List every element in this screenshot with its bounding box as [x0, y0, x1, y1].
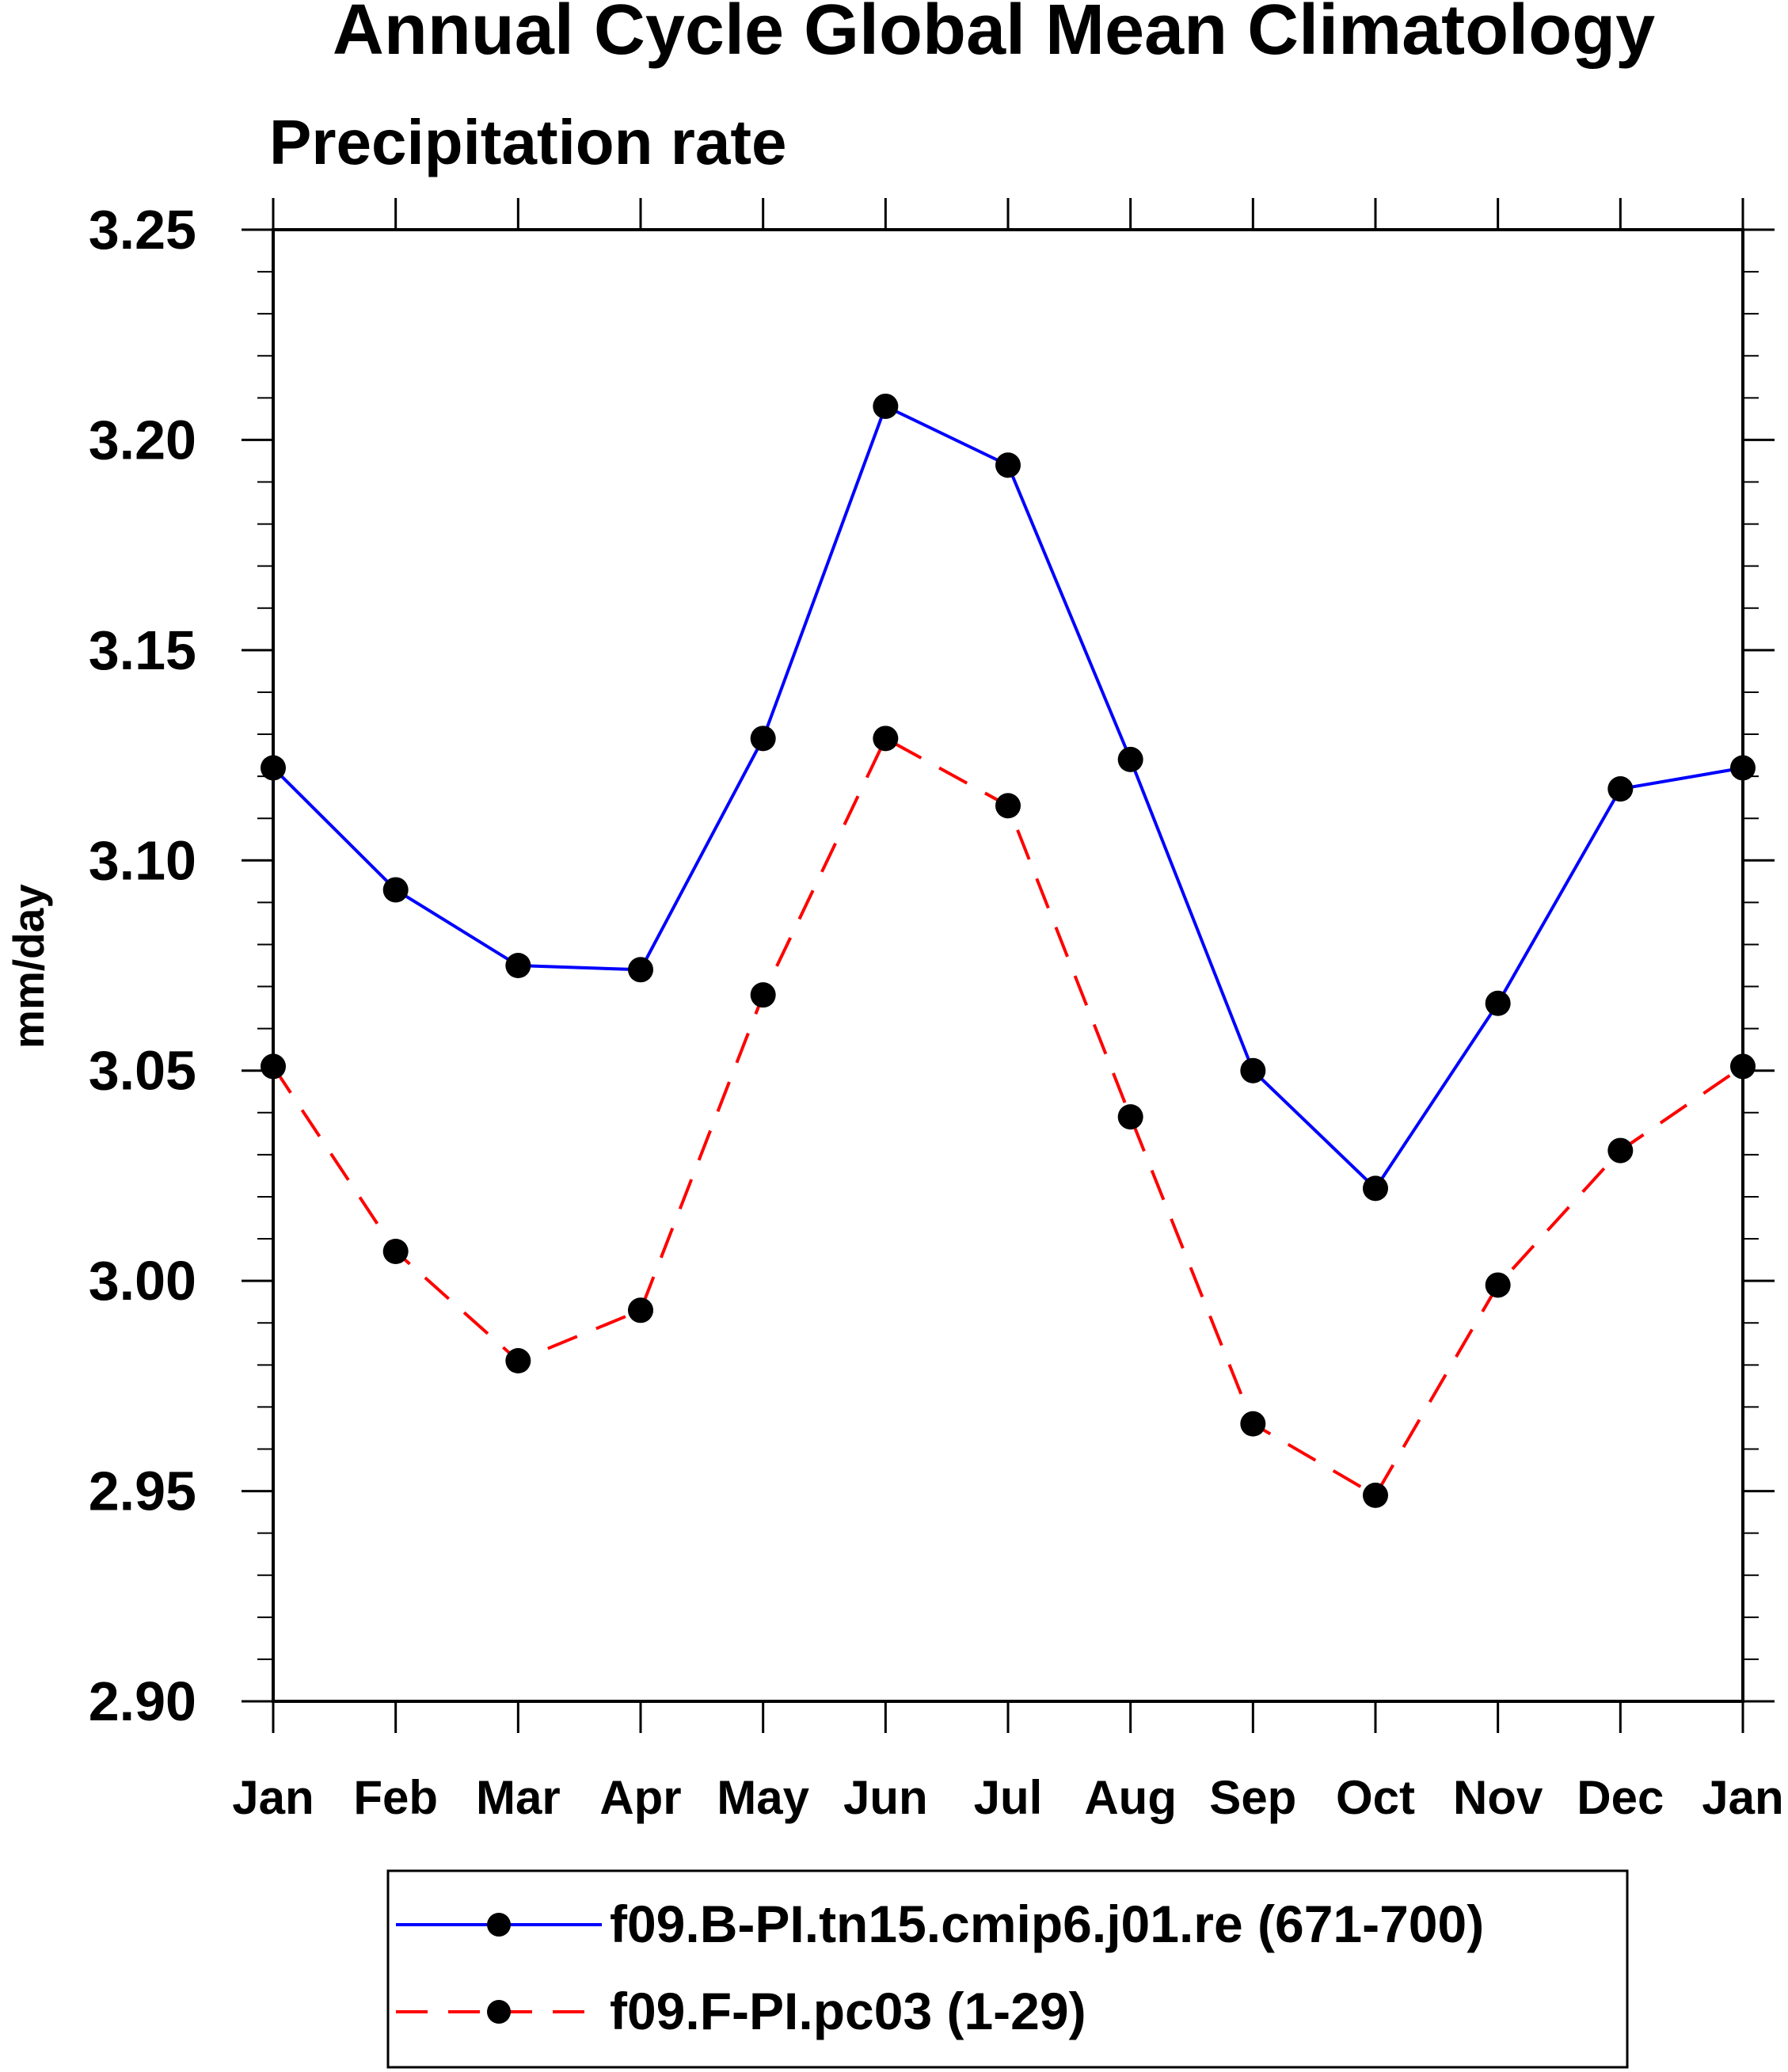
data-point-series-2 — [1730, 1053, 1756, 1080]
x-tick-label: Jun — [843, 1771, 928, 1824]
data-point-series-1 — [261, 755, 286, 781]
data-point-series-1 — [1485, 990, 1511, 1016]
y-tick-label: 3.10 — [89, 829, 196, 891]
y-tick-label: 3.05 — [89, 1040, 196, 1102]
x-tick-label: Dec — [1577, 1771, 1664, 1824]
x-tick-label: Jan — [1702, 1771, 1783, 1824]
data-point-series-2 — [505, 1348, 531, 1374]
x-tick-label: Sep — [1209, 1771, 1296, 1824]
data-point-series-2 — [261, 1053, 286, 1080]
legend-label-series-1: f09.B-PI.tn15.cmip6.j01.re (671-700) — [610, 1895, 1484, 1953]
data-point-series-2 — [873, 726, 899, 752]
x-tick-labels: Jan Feb Mar Apr May Jun Jul Aug Sep Oct Nov Dec Jan — [232, 1771, 1783, 1824]
y-tick-label: 3.25 — [89, 199, 196, 261]
x-tick-label: Aug — [1084, 1771, 1177, 1824]
x-tick-label: Jul — [974, 1771, 1043, 1824]
data-point-series-1 — [628, 957, 653, 983]
data-point-series-2 — [1607, 1137, 1634, 1164]
data-point-series-2 — [1485, 1272, 1511, 1298]
data-point-series-2 — [750, 982, 776, 1008]
y-tick-label: 3.20 — [89, 409, 196, 470]
y-tick-label: 2.90 — [89, 1670, 196, 1732]
legend: f09.B-PI.tn15.cmip6.j01.re (671-700) f09… — [386, 1869, 1629, 2069]
data-point-series-1 — [1607, 776, 1634, 802]
minor-ticks — [257, 271, 1759, 1660]
x-tick-label: Jan — [232, 1771, 314, 1824]
x-tick-label: Oct — [1336, 1771, 1415, 1824]
chart-title: Annual Cycle Global Mean Climatology — [333, 0, 1655, 70]
data-point-series-1 — [873, 393, 899, 419]
plot-frame — [272, 228, 1744, 1703]
major-ticks — [242, 198, 1775, 1733]
x-tick-label: Apr — [599, 1771, 681, 1824]
x-tick-label: Mar — [476, 1771, 561, 1824]
y-axis-label: mm/day — [4, 884, 53, 1049]
legend-marker-series-2 — [487, 2000, 511, 2024]
data-point-series-2 — [995, 793, 1021, 819]
y-tick-labels: 2.90 2.95 3.00 3.05 3.10 3.15 3.20 3.25 — [89, 199, 196, 1732]
y-tick-label: 3.15 — [89, 619, 196, 681]
chart-subtitle: Precipitation rate — [269, 107, 787, 177]
data-point-series-2 — [1117, 1104, 1143, 1130]
x-tick-label: Nov — [1453, 1771, 1543, 1824]
data-point-series-1 — [505, 953, 531, 978]
data-point-series-2 — [382, 1238, 409, 1264]
y-tick-label: 2.95 — [89, 1461, 196, 1522]
data-point-series-1 — [382, 877, 409, 903]
series-layer — [261, 393, 1756, 1508]
data-point-series-1 — [995, 452, 1021, 478]
x-tick-label: Feb — [353, 1771, 438, 1824]
data-point-series-1 — [1363, 1175, 1388, 1202]
x-tick-label: May — [717, 1771, 809, 1824]
data-point-series-1 — [750, 726, 776, 752]
data-point-series-2 — [1240, 1411, 1266, 1437]
data-point-series-1 — [1730, 755, 1756, 781]
data-point-series-2 — [1363, 1482, 1388, 1508]
y-tick-label: 3.00 — [89, 1250, 196, 1312]
legend-box — [386, 1869, 1629, 2069]
data-point-series-2 — [628, 1297, 653, 1324]
data-point-series-1 — [1117, 746, 1143, 772]
legend-marker-series-1 — [487, 1913, 511, 1937]
data-point-series-1 — [1240, 1057, 1266, 1084]
legend-label-series-2: f09.F-PI.pc03 (1-29) — [610, 1982, 1086, 2040]
